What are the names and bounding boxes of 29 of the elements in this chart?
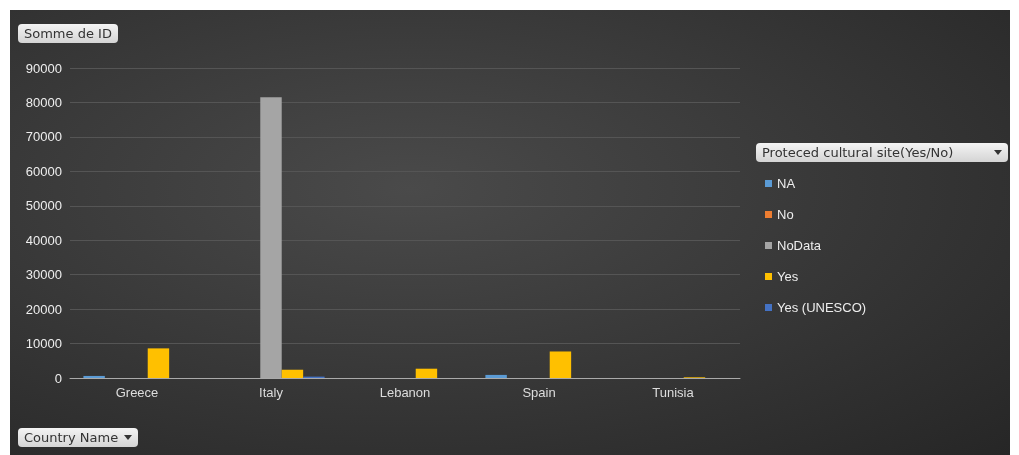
x-tick-label: Tunisia bbox=[652, 385, 695, 400]
y-tick-label: 20000 bbox=[25, 301, 62, 317]
y-tick-label: 50000 bbox=[25, 198, 62, 214]
legend-label: Yes bbox=[777, 269, 799, 284]
y-tick-label: 30000 bbox=[25, 267, 62, 283]
x-tick-label: Greece bbox=[115, 385, 159, 400]
y-tick-label: 80000 bbox=[25, 94, 62, 110]
x-axis-title: Country Name bbox=[24, 430, 119, 445]
y-tick-label: 70000 bbox=[25, 129, 62, 145]
bar bbox=[281, 369, 304, 378]
y-tick-label: 40000 bbox=[25, 232, 62, 248]
bar bbox=[549, 351, 572, 378]
legend-label: NA bbox=[777, 176, 796, 191]
y-axis-title: Somme de ID bbox=[24, 26, 112, 41]
legend-label: Yes (UNESCO) bbox=[777, 300, 867, 315]
legend-label: NoData bbox=[777, 238, 822, 253]
y-tick-label: 90000 bbox=[25, 60, 62, 76]
bar bbox=[83, 375, 105, 378]
bar bbox=[415, 368, 438, 378]
y-tick-label: 0 bbox=[54, 370, 62, 386]
y-tick-label: 60000 bbox=[25, 163, 62, 179]
legend-label: No bbox=[777, 207, 794, 222]
bar bbox=[485, 374, 507, 378]
x-tick-label: Lebanon bbox=[379, 385, 431, 400]
x-tick-label: Italy bbox=[259, 385, 284, 400]
y-tick-label: 10000 bbox=[25, 336, 62, 352]
bar bbox=[147, 348, 170, 378]
legend-title: Proteced cultural site(Yes/No) bbox=[762, 145, 954, 160]
x-tick-label: Spain bbox=[522, 385, 556, 400]
